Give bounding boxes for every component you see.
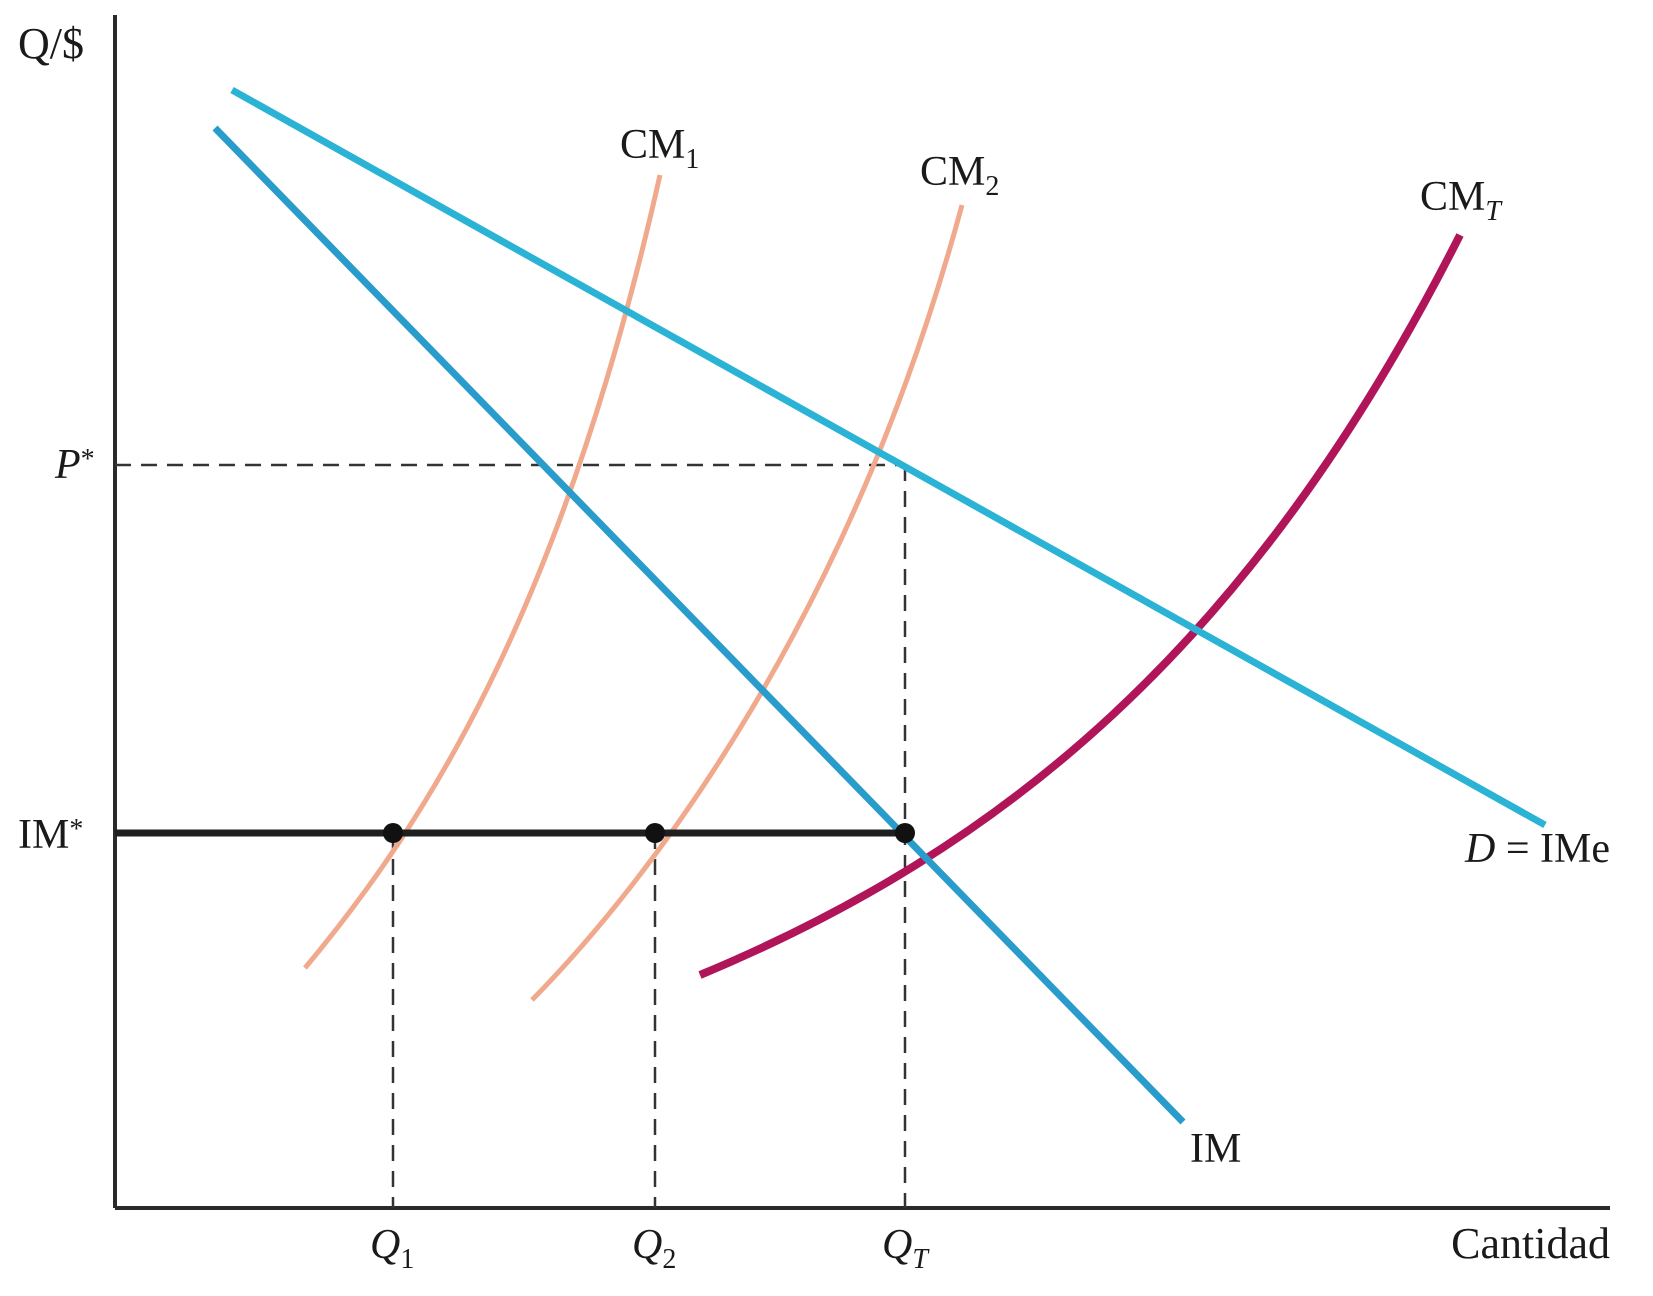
p-star-label: P* [54, 442, 95, 488]
qt-label: QT [882, 1222, 930, 1275]
cmt-curve [698, 233, 1464, 979]
q2-label: Q2 [632, 1222, 676, 1275]
x-axis-label: Cantidad [1451, 1219, 1610, 1268]
y-axis-label: Q/$ [18, 19, 84, 68]
im-label: IM [1190, 1126, 1241, 1172]
point-qt-im-star [895, 823, 915, 843]
cm2-curve [530, 204, 965, 1002]
cm1-curve [303, 174, 663, 970]
demand-curve [230, 86, 1547, 829]
cm2-label: CM2 [920, 149, 999, 202]
cm1-label: CM1 [620, 122, 699, 175]
q1-label: Q1 [370, 1222, 414, 1275]
point-q1-im-star [383, 823, 403, 843]
point-q2-im-star [645, 823, 665, 843]
im-star-label: IM* [18, 812, 83, 858]
marginal-revenue-curve [212, 125, 1186, 1125]
demand-label: D = IMe [1464, 826, 1610, 872]
cmt-label: CMT [1420, 174, 1503, 227]
